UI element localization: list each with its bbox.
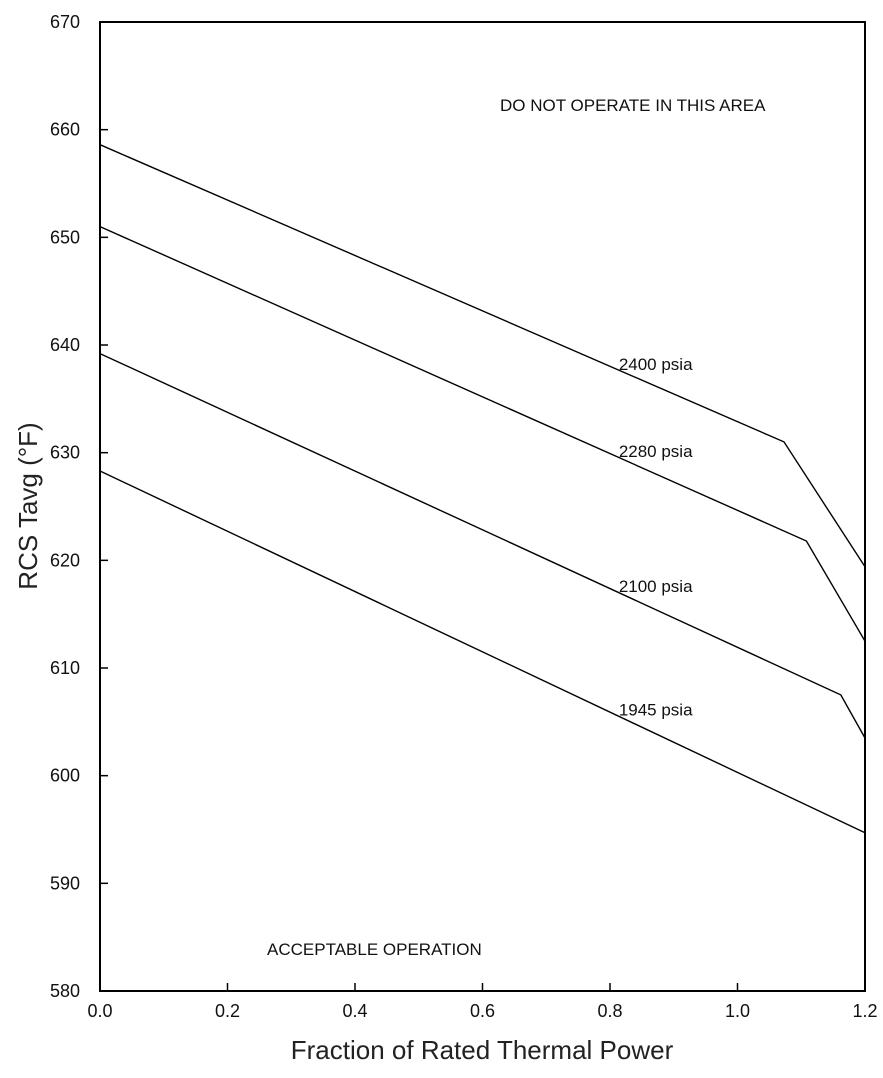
y-tick-label: 590 [50, 873, 80, 893]
labels-layer: 2400 psia 2280 psia 2100 psia 1945 psia [619, 355, 693, 720]
x-axis-title: Fraction of Rated Thermal Power [291, 1035, 674, 1065]
x-tick-label: 0.2 [215, 1001, 240, 1021]
ticks-layer: 0.0 0.2 0.4 0.6 0.8 1.0 1.2 580 590 600 610 620 630 6… [50, 12, 878, 1021]
y-tick-label: 620 [50, 550, 80, 570]
x-tick-label: 0.4 [342, 1001, 367, 1021]
y-tick-label: 660 [50, 120, 80, 140]
series-line-2400-psia [99, 144, 866, 568]
y-tick-label: 580 [50, 981, 80, 1001]
series-label: 1945 psia [619, 701, 693, 720]
y-tick-label: 610 [50, 658, 80, 678]
curves-layer [99, 144, 866, 834]
series-line-2100-psia [99, 352, 866, 739]
series-label: 2400 psia [619, 355, 693, 374]
y-axis-title: RCS Tavg (°F) [13, 422, 43, 589]
x-tick-label: 1.2 [852, 1001, 877, 1021]
series-line-2280-psia [99, 225, 866, 642]
plot-frame [99, 21, 866, 992]
x-tick-label: 0.8 [597, 1001, 622, 1021]
y-tick-label: 670 [50, 12, 80, 32]
annotation-do-not-operate: DO NOT OPERATE IN THIS AREA [500, 96, 766, 115]
annotation-acceptable-operation: ACCEPTABLE OPERATION [267, 940, 482, 959]
series-label: 2100 psia [619, 577, 693, 596]
series-line-1945-psia [99, 470, 866, 834]
x-tick-label: 1.0 [725, 1001, 750, 1021]
y-tick-label: 600 [50, 766, 80, 786]
x-tick-label: 0.0 [87, 1001, 112, 1021]
x-tick-label: 0.6 [470, 1001, 495, 1021]
y-tick-label: 650 [50, 227, 80, 247]
y-tick-label: 640 [50, 335, 80, 355]
y-tick-label: 630 [50, 443, 80, 463]
series-label: 2280 psia [619, 442, 693, 461]
